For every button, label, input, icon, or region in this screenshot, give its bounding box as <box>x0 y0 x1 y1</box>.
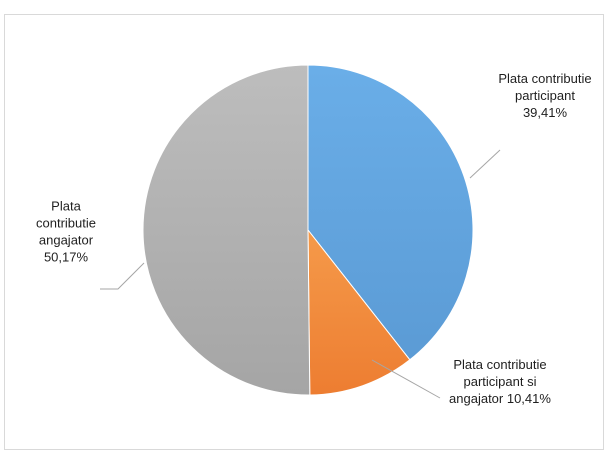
slice-label-line: contributie <box>36 216 96 231</box>
leader-line-1 <box>470 150 500 178</box>
leader-line-2 <box>372 360 440 398</box>
slice-label-line: Plata contributie <box>498 71 591 86</box>
slice-label-line: participant <box>515 88 575 103</box>
slice-label-3: Plata contributie angajator 50,17% <box>36 199 96 265</box>
leader-line-3 <box>100 263 144 289</box>
pie-slices <box>143 65 473 395</box>
pie-slice-3 <box>143 65 310 395</box>
slice-label-line: 39,41% <box>523 105 568 120</box>
slice-label-line: angajator 10,41% <box>449 391 551 406</box>
slice-label-line: Plata contributie <box>453 357 546 372</box>
slice-label-line: Plata <box>51 199 81 214</box>
slice-label-2: Plata contributie participant si angajator… <box>449 357 551 406</box>
slice-label-line: angajator <box>39 233 94 248</box>
slice-label-1: Plata contributie participant 39,41% <box>498 71 591 120</box>
slice-label-line: 50,17% <box>44 250 89 265</box>
slice-label-line: participant si <box>464 374 537 389</box>
